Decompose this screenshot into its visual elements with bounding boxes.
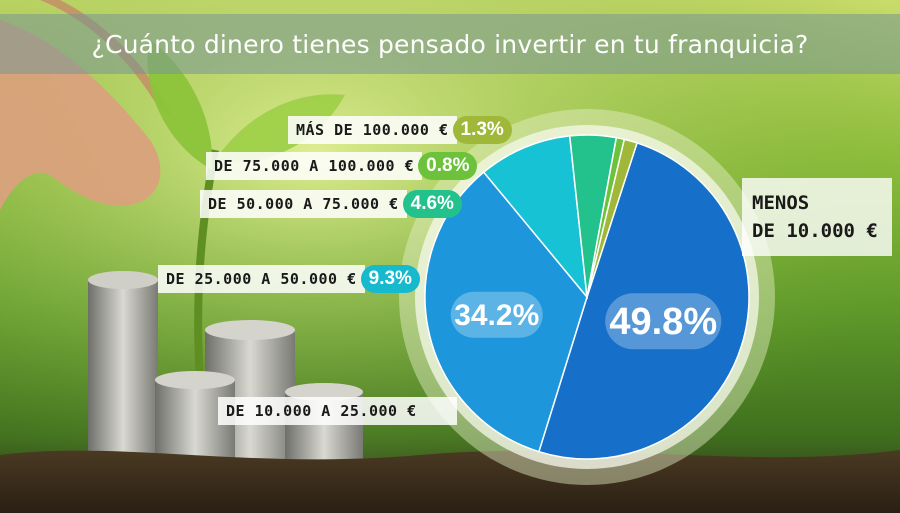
label-50000-75000: DE 50.000 A 75.000 € 4.6% <box>200 190 462 218</box>
label-more-than-100000: MÁS DE 100.000 € 1.3% <box>288 116 512 144</box>
percent-badge: 1.3% <box>452 116 512 144</box>
slice-more-than-100000 <box>586 138 639 298</box>
title-bar: ¿Cuánto dinero tienes pensado invertir e… <box>0 14 900 74</box>
label-25000-50000: DE 25.000 A 50.000 € 9.3% <box>158 265 420 293</box>
label-text: DE 25.000 A 50.000 € <box>158 265 365 293</box>
percent-label-10000-25000: 34.2% <box>454 299 539 332</box>
label-75000-100000: DE 75.000 A 100.000 € 0.8% <box>206 152 478 180</box>
label-line-2: DE 10.000 € <box>752 220 878 242</box>
label-text: MÁS DE 100.000 € <box>288 116 457 144</box>
soil <box>0 450 900 513</box>
slice-less-than-10000 <box>537 141 750 460</box>
percent-label-less-than-10000: 49.8% <box>609 301 717 343</box>
slice-25000-50000 <box>482 135 589 300</box>
label-text: DE 75.000 A 100.000 € <box>206 152 423 180</box>
percent-badge: 4.6% <box>402 190 462 218</box>
percent-badge: 0.8% <box>418 152 478 180</box>
label-less-than-10000: MENOS DE 10.000 € <box>742 178 892 256</box>
leaf-right <box>215 94 345 162</box>
percent-badge-bg <box>450 291 543 338</box>
label-10000-25000: DE 10.000 A 25.000 € <box>218 397 457 425</box>
page-title: ¿Cuánto dinero tienes pensado invertir e… <box>91 29 809 59</box>
label-text: DE 10.000 A 25.000 € <box>218 397 457 425</box>
percent-badge: 9.3% <box>360 265 420 293</box>
label-text: DE 50.000 A 75.000 € <box>200 190 407 218</box>
percent-badge-bg <box>605 293 722 350</box>
label-line-1: MENOS <box>752 192 810 214</box>
